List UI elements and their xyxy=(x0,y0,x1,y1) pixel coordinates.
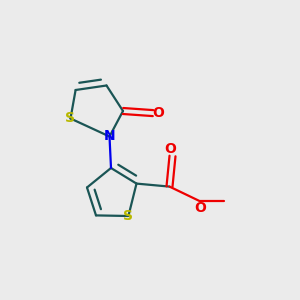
Text: S: S xyxy=(65,112,76,125)
Text: O: O xyxy=(194,201,206,214)
Text: N: N xyxy=(104,130,115,143)
Text: S: S xyxy=(123,209,134,223)
Text: O: O xyxy=(152,106,164,120)
Text: O: O xyxy=(164,142,176,156)
